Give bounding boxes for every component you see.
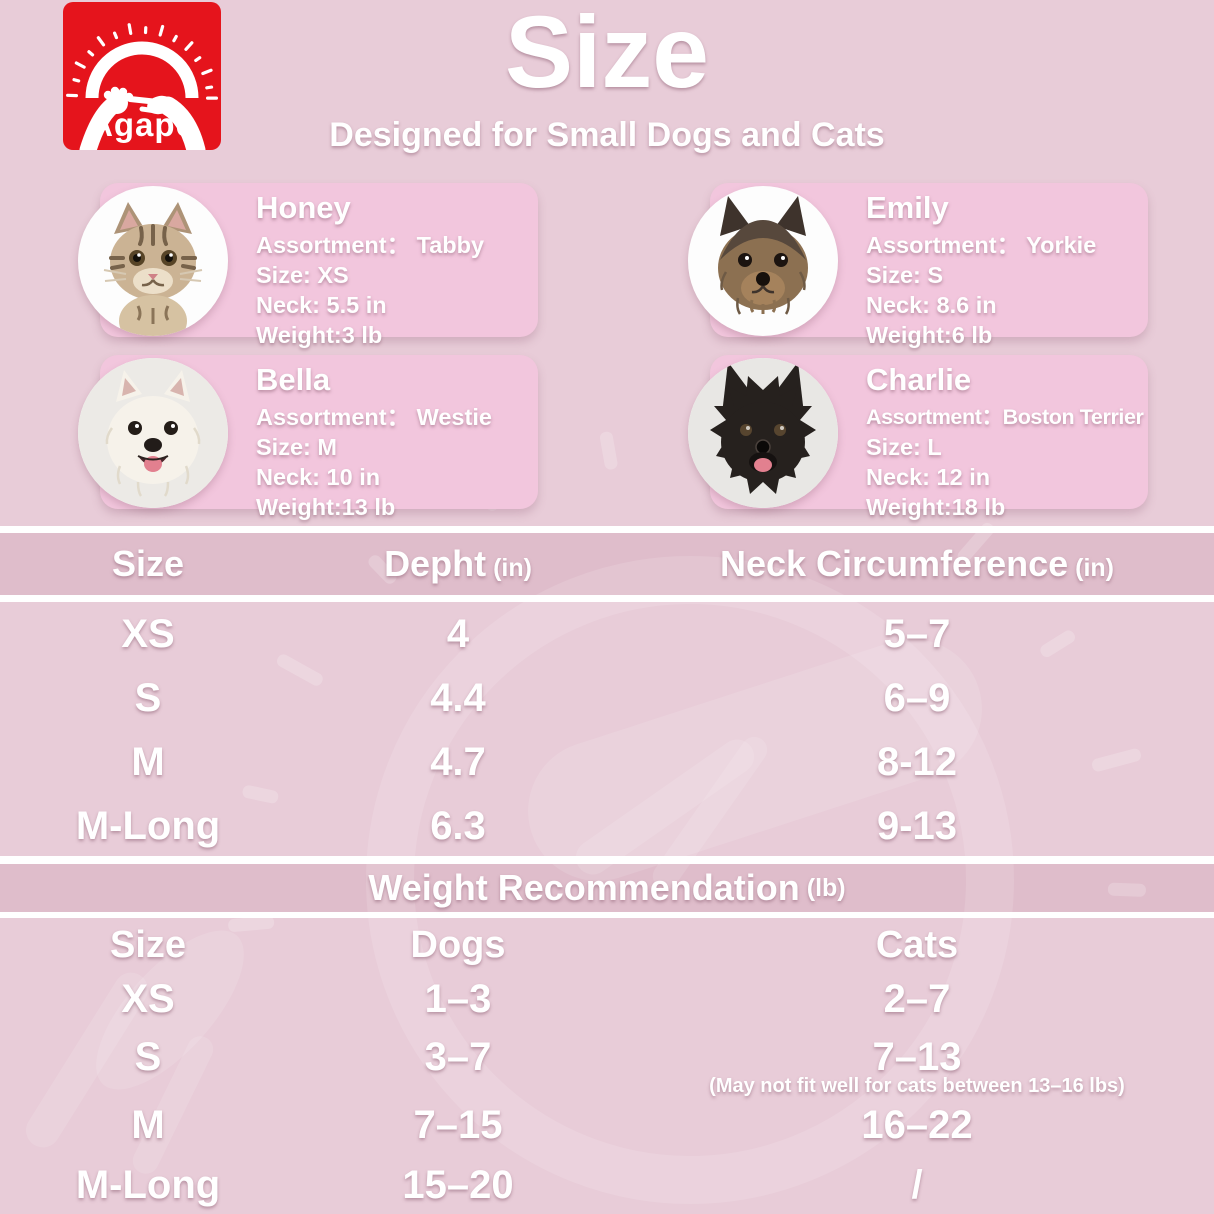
dogs-column-header: Dogs: [410, 924, 506, 967]
dogs-cell: 15–20: [402, 1163, 514, 1207]
pet-weight: Weight:18 lb: [866, 494, 1006, 520]
brand-name: Agape: [89, 106, 195, 143]
size-table-header-row: Size Depht (in) Neck Circumference (in): [0, 533, 1214, 595]
yorkie-photo: [688, 186, 838, 336]
cats-cell: 7–13: [872, 1035, 962, 1079]
size-cell: M-Long: [75, 804, 221, 848]
westie-photo: [78, 358, 228, 508]
size-table-header-band: [0, 533, 1214, 595]
pet-info: Charlie Assortment：Boston Terrier Size: …: [866, 362, 1144, 522]
cats-column-header: Cats: [875, 924, 959, 967]
yorkie-icon: [718, 196, 808, 315]
cats-cell: /: [911, 1163, 923, 1207]
pet-size: Size: S: [866, 262, 944, 288]
neck-cell: 5–7: [883, 612, 951, 656]
neck-unit: (in): [1075, 554, 1115, 583]
size-table-row-m: M 4.7 8-12: [0, 730, 1214, 794]
size-cell: S: [134, 1035, 162, 1079]
pet-info: Honey Assortment： Tabby Size: XS Neck: 5…: [256, 190, 534, 350]
pet-neck: Neck: 8.6 in: [866, 292, 997, 318]
pet-weight: Weight:3 lb: [256, 322, 383, 348]
neck-cell: 8-12: [876, 740, 958, 784]
pet-info: Bella Assortment： Westie Size: M Neck: 1…: [256, 362, 534, 522]
cats-cell: 16–22: [861, 1103, 973, 1147]
depth-column-header: Depht (in): [384, 543, 532, 585]
depth-cell: 4.4: [430, 676, 486, 720]
weight-table-row-m: M 7–15 16–22: [0, 1096, 1214, 1154]
depth-cell: 6.3: [430, 804, 486, 848]
neck-column-header: Neck Circumference (in): [719, 543, 1115, 585]
size-cell: M-Long: [75, 1163, 221, 1207]
size-table-row-s: S 4.4 6–9: [0, 666, 1214, 730]
divider-line: [0, 526, 1214, 533]
neck-cell: 6–9: [883, 676, 951, 720]
dogs-cell: 3–7: [424, 1035, 492, 1079]
weight-table-header-row: Size Dogs Cats: [0, 918, 1214, 974]
boston-terrier-photo: [688, 358, 838, 508]
pet-card-honey: Honey Assortment： Tabby Size: XS Neck: 5…: [78, 183, 538, 348]
size-column-header: Size: [111, 543, 185, 585]
size-column-header: Size: [109, 924, 187, 967]
pet-info: Emily Assortment： Yorkie Size: S Neck: 8…: [866, 190, 1144, 350]
pet-size: Size: M: [256, 434, 337, 460]
pet-card-emily: Emily Assortment： Yorkie Size: S Neck: 8…: [688, 183, 1148, 348]
divider-line: [0, 856, 1214, 864]
depth-cell: 4: [446, 612, 470, 656]
weight-table-row-s: S 3–7 7–13: [0, 1028, 1214, 1086]
page-title: Size: [504, 0, 710, 109]
pet-neck: Neck: 5.5 in: [256, 292, 387, 318]
cats-size-s-note: (May not fit well for cats between 13–16…: [0, 1072, 1214, 1100]
agape-logo: Agape: [62, 2, 222, 160]
depth-cell: 4.7: [430, 740, 486, 784]
pet-weight: Weight:6 lb: [866, 322, 993, 348]
weight-table-title: Weight Recommendation (lb): [368, 867, 846, 908]
divider-line: [0, 912, 1214, 918]
weight-header-band: [0, 864, 1214, 912]
dogs-cell: 7–15: [413, 1103, 503, 1147]
pet-neck: Neck: 10 in: [256, 464, 381, 490]
pet-card-bella: Bella Assortment： Westie Size: M Neck: 1…: [78, 355, 538, 520]
pet-card-charlie: Charlie Assortment：Boston Terrier Size: …: [688, 355, 1148, 520]
tabby-kitten-photo: [78, 186, 228, 336]
size-cell: M: [131, 740, 165, 784]
agape-logo-icon: [63, 2, 221, 160]
pet-assortment: Assortment： Tabby: [256, 232, 485, 258]
pet-name: Bella: [256, 362, 331, 397]
pet-name: Charlie: [866, 362, 972, 397]
size-cell: M: [131, 1103, 165, 1147]
tabby-kitten-icon: [103, 202, 203, 336]
pet-name: Honey: [256, 190, 351, 225]
pet-neck: Neck: 12 in: [866, 464, 991, 490]
weight-table-row-xs: XS 1–3 2–7: [0, 970, 1214, 1028]
pet-size: Size: XS: [256, 262, 349, 288]
depth-unit: (in): [493, 554, 532, 583]
page-subtitle: Designed for Small Dogs and Cats: [329, 116, 885, 154]
neck-cell: 9-13: [876, 804, 958, 848]
pet-assortment: Assortment： Westie: [256, 404, 492, 430]
size-cell: S: [134, 676, 162, 720]
pet-weight: Weight:13 lb: [256, 494, 396, 520]
pet-assortment: Assortment：Boston Terrier: [866, 405, 1144, 429]
westie-icon: [78, 358, 228, 508]
size-table-row-xs: XS 4 5–7: [0, 602, 1214, 666]
cats-cell: 2–7: [883, 977, 951, 1021]
size-cell: XS: [121, 977, 175, 1021]
weight-table-row-mlong: M-Long 15–20 /: [0, 1156, 1214, 1214]
pet-assortment: Assortment： Yorkie: [866, 232, 1097, 258]
divider-line: [0, 595, 1214, 602]
note-text: (May not fit well for cats between 13–16…: [709, 1075, 1125, 1097]
size-cell: XS: [121, 612, 175, 656]
dogs-cell: 1–3: [424, 977, 492, 1021]
size-table-row-mlong: M-Long 6.3 9-13: [0, 794, 1214, 858]
pet-size: Size: L: [866, 434, 942, 460]
boston-terrier-icon: [688, 358, 838, 508]
weight-unit: (lb): [806, 873, 846, 902]
pet-name: Emily: [866, 190, 949, 225]
